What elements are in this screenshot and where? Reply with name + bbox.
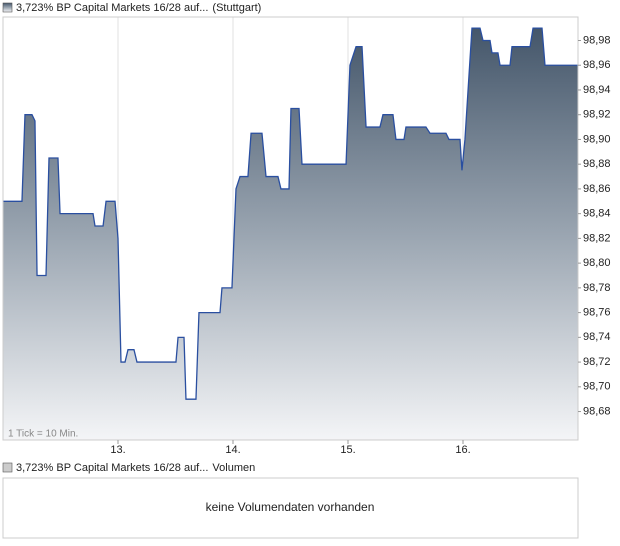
plot-area xyxy=(3,17,578,440)
volume-panel xyxy=(2,477,579,539)
y-tick-label: 98,84 xyxy=(583,208,611,220)
y-tick-label: 98,70 xyxy=(583,381,611,393)
y-tick-label: 98,88 xyxy=(583,158,611,170)
x-tick-label: 15. xyxy=(340,444,355,456)
area xyxy=(3,28,578,440)
x-tick-label: 14. xyxy=(225,444,240,456)
volume-message: keine Volumendaten vorhanden xyxy=(206,500,375,514)
y-tick-label: 98,82 xyxy=(583,232,611,244)
legend-icon xyxy=(2,2,13,13)
y-tick-label: 98,92 xyxy=(583,109,611,121)
y-tick-label: 98,76 xyxy=(583,307,611,319)
y-tick-label: 98,90 xyxy=(583,133,611,145)
line xyxy=(3,27,578,400)
legend-label: 3,723% BP Capital Markets 16/28 auf... xyxy=(16,2,208,14)
y-tick-label: 98,80 xyxy=(583,257,611,269)
y-tick-label: 98,98 xyxy=(583,34,611,46)
exchange-label: (Stuttgart) xyxy=(212,2,261,14)
y-tick-label: 98,94 xyxy=(583,84,611,96)
y-tick-label: 98,72 xyxy=(583,356,611,368)
y-tick-label: 98,86 xyxy=(583,183,611,195)
x-tick-label: 16. xyxy=(455,444,470,456)
y-tick-label: 98,78 xyxy=(583,282,611,294)
plot-border xyxy=(2,16,579,441)
legend-icon xyxy=(2,462,13,473)
volume-legend: 3,723% BP Capital Markets 16/28 auf... xyxy=(16,462,208,474)
y-tick-label: 98,96 xyxy=(583,59,611,71)
y-tick-label: 98,74 xyxy=(583,331,611,343)
annotation: 1 Tick = 10 Min. xyxy=(8,429,78,440)
volume-label: Volumen xyxy=(212,462,255,474)
x-tick-label: 13. xyxy=(110,444,125,456)
y-tick-label: 98,68 xyxy=(583,405,611,417)
